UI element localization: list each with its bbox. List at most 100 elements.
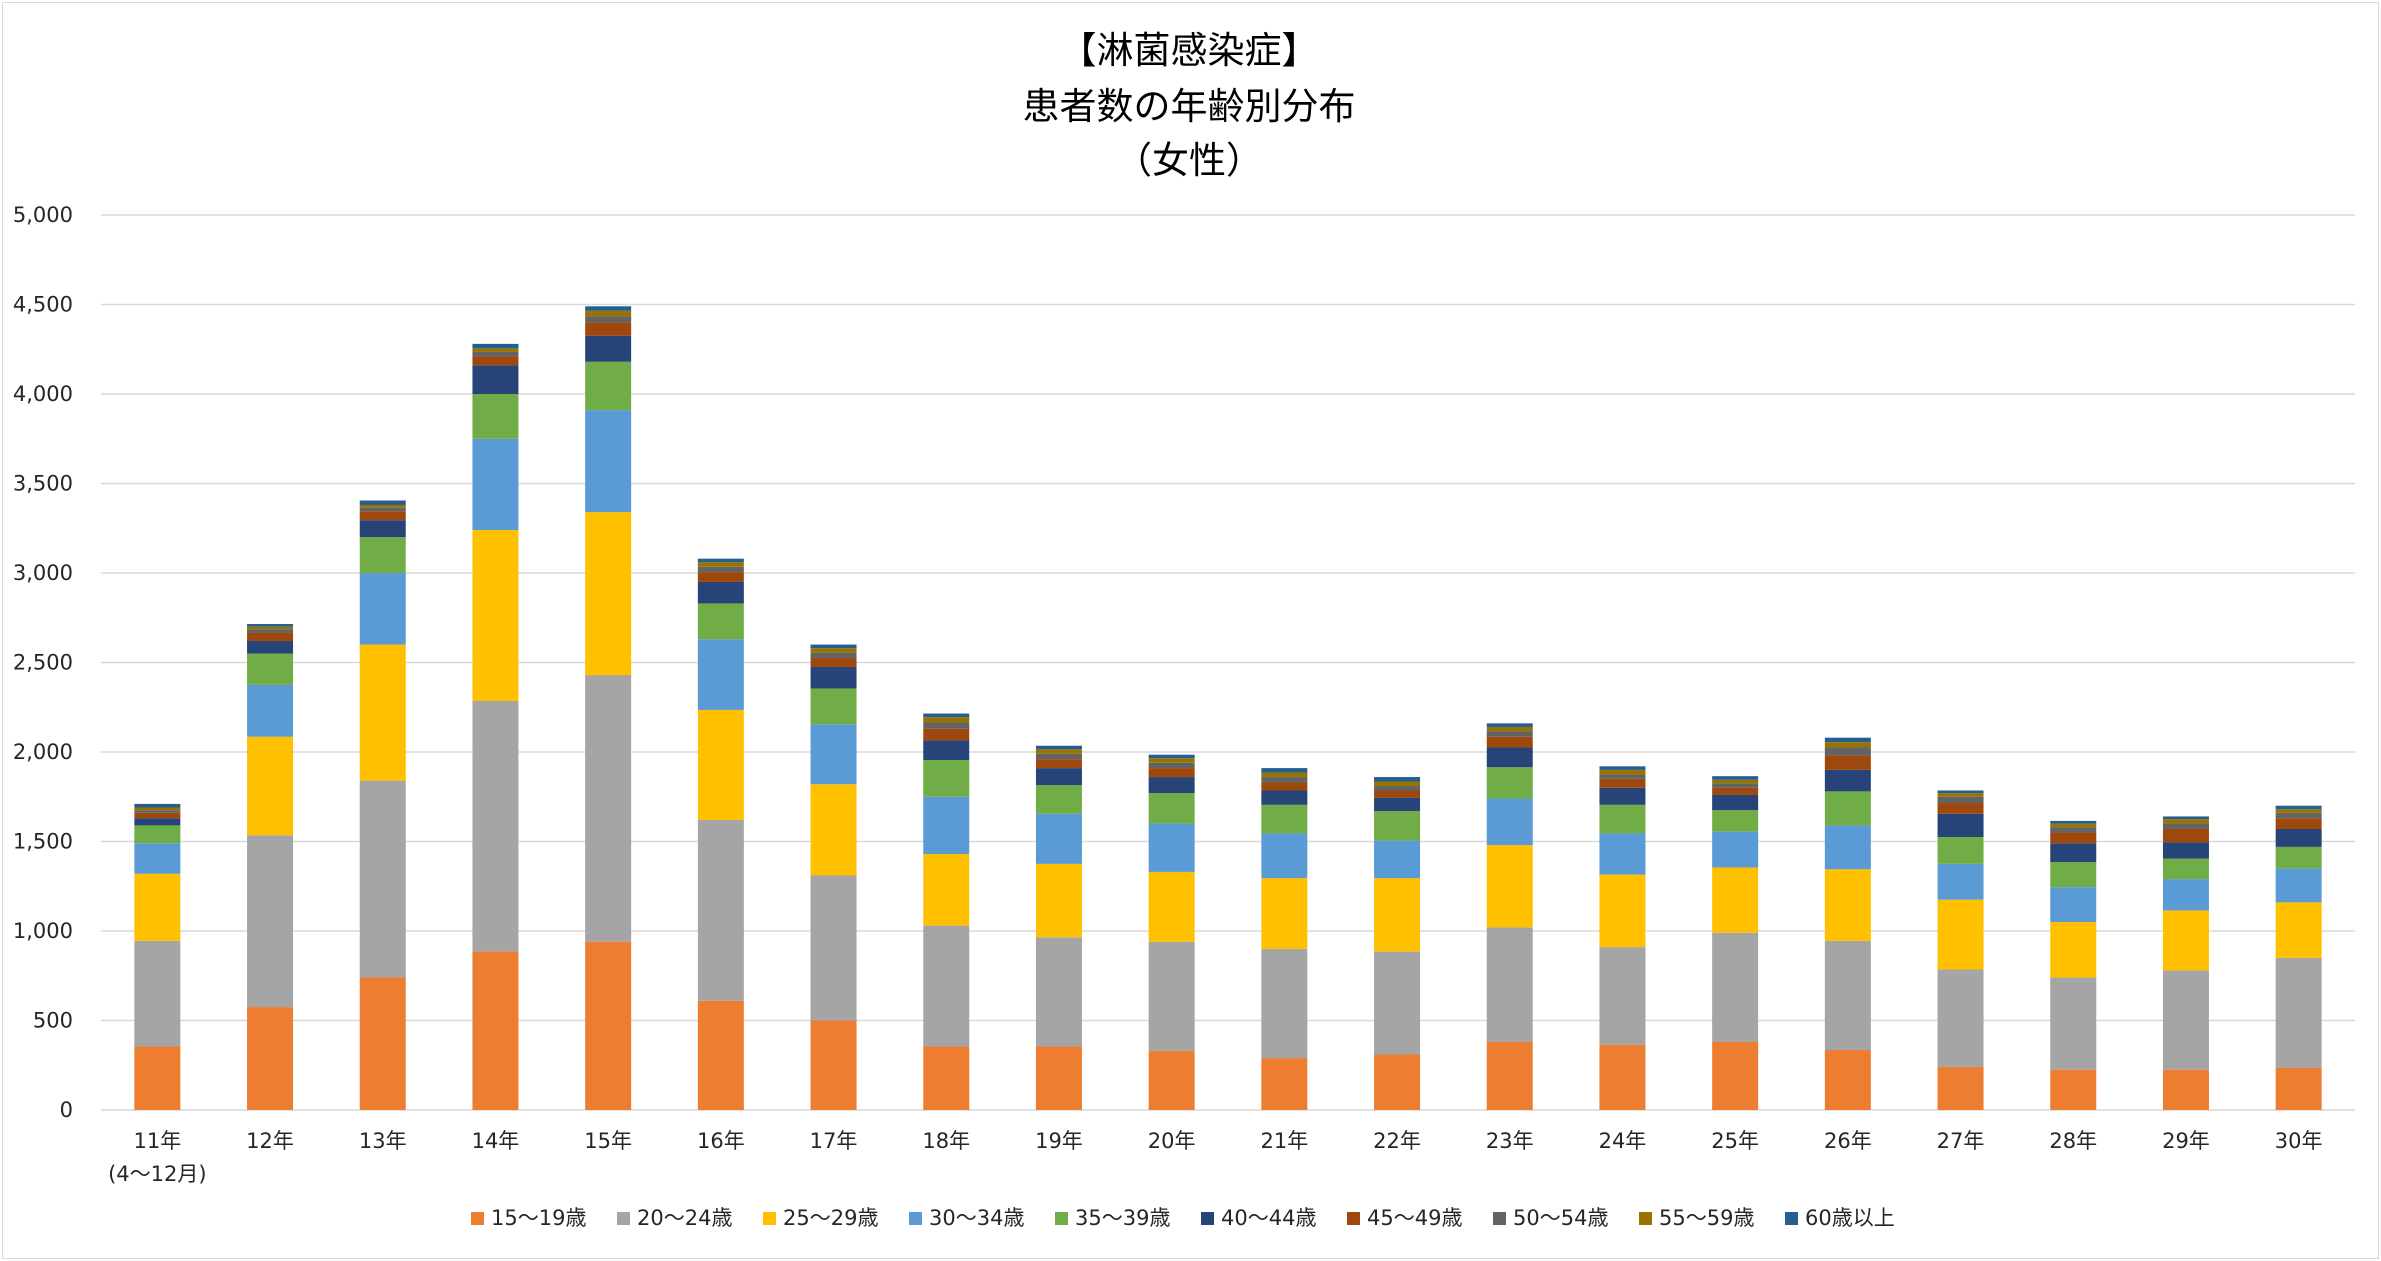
x-tick-label: 26年 bbox=[1824, 1129, 1872, 1153]
bar-segment bbox=[1035, 745, 1082, 750]
bar-segment bbox=[1712, 831, 1759, 868]
bar-segment bbox=[1712, 932, 1759, 1042]
bar-segment bbox=[247, 624, 294, 627]
bar-segment bbox=[247, 684, 294, 737]
bar-segment bbox=[359, 507, 406, 512]
bar-segment bbox=[359, 644, 406, 781]
bar-segment bbox=[1148, 793, 1195, 824]
bar-segment bbox=[2275, 1067, 2322, 1110]
bar-segment bbox=[2050, 1069, 2097, 1110]
bar-segment bbox=[697, 709, 744, 821]
x-tick-label: 30年 bbox=[2275, 1129, 2323, 1153]
bar-segment bbox=[1148, 758, 1195, 763]
bar-segment bbox=[1486, 723, 1533, 727]
bar-segment bbox=[923, 1046, 970, 1110]
bar-segment bbox=[923, 760, 970, 797]
bar-segment bbox=[1712, 1041, 1759, 1110]
bar-segment bbox=[1599, 1044, 1646, 1110]
y-tick-label: 4,500 bbox=[13, 293, 73, 317]
bar-segment bbox=[1937, 796, 1984, 804]
bar-segment bbox=[2050, 827, 2097, 833]
bar-segment bbox=[247, 626, 294, 630]
bar-segment bbox=[1599, 947, 1646, 1045]
bar-segment bbox=[2275, 818, 2322, 829]
bar-segment bbox=[1599, 804, 1646, 834]
bar-segment bbox=[1261, 777, 1308, 783]
bar-segment bbox=[1486, 731, 1533, 737]
bar-segment bbox=[359, 511, 406, 521]
legend-swatch bbox=[471, 1212, 484, 1225]
bar-segment bbox=[247, 632, 294, 642]
bar-segment bbox=[472, 700, 519, 952]
bar-segment bbox=[1712, 794, 1759, 811]
bar-segment bbox=[2162, 970, 2209, 1070]
y-tick-label: 3,500 bbox=[13, 472, 73, 496]
bar-segment bbox=[1374, 777, 1421, 782]
bar-segment bbox=[1261, 782, 1308, 791]
bar-segment bbox=[1035, 759, 1082, 769]
bar-segment bbox=[1486, 747, 1533, 768]
bar-segment bbox=[2275, 805, 2322, 810]
bar-segment bbox=[134, 940, 181, 1047]
bar-segment bbox=[1599, 766, 1646, 770]
x-tick-label: 19年 bbox=[1035, 1129, 1083, 1153]
bar-segment bbox=[2050, 977, 2097, 1070]
bar-segment bbox=[923, 740, 970, 761]
gridlines bbox=[101, 214, 2355, 1111]
bar-segment bbox=[2050, 832, 2097, 844]
bar-segment bbox=[134, 843, 181, 874]
bar-segment bbox=[1148, 777, 1195, 794]
bar-segment bbox=[1824, 742, 1871, 748]
bar-segment bbox=[810, 652, 857, 659]
bar-segment bbox=[2275, 809, 2322, 813]
bar-segment bbox=[1035, 785, 1082, 814]
legend-swatch bbox=[1055, 1212, 1068, 1225]
bar-segment bbox=[1374, 878, 1421, 952]
x-tick-label: 27年 bbox=[1937, 1129, 1985, 1153]
x-tick-label: 20年 bbox=[1148, 1129, 1196, 1153]
bar-segment bbox=[2050, 823, 2097, 828]
bar-segment bbox=[2162, 858, 2209, 880]
bar-segment bbox=[1374, 781, 1421, 787]
bar-segment bbox=[359, 537, 406, 573]
bar-segment bbox=[1148, 754, 1195, 759]
bar-segment bbox=[472, 530, 519, 701]
bar-segment bbox=[1374, 790, 1421, 798]
y-tick-label: 2,000 bbox=[13, 740, 73, 764]
bar-segment bbox=[2050, 820, 2097, 824]
bar-segment bbox=[2162, 842, 2209, 859]
bar-segment bbox=[1937, 969, 1984, 1068]
bar-segment bbox=[585, 361, 632, 411]
chart-title-line-2: 患者数の年齢別分布 bbox=[1023, 85, 1356, 128]
bar-segment bbox=[1035, 937, 1082, 1047]
bar-segment bbox=[1824, 755, 1871, 770]
bar-segment bbox=[2275, 812, 2322, 819]
bar-segment bbox=[134, 807, 181, 811]
bars bbox=[134, 306, 2322, 1110]
legend-label: 25～29歳 bbox=[783, 1206, 878, 1230]
bar-segment bbox=[247, 1007, 294, 1110]
bar-segment bbox=[1148, 941, 1195, 1051]
bar-segment bbox=[472, 351, 519, 357]
bar-segment bbox=[359, 573, 406, 645]
bar-segment bbox=[1035, 863, 1082, 938]
stacked-bar-chart: 【淋菌感染症】 患者数の年齢別分布 （女性） 0 500 1,000 1,500 2,0… bbox=[13, 29, 2355, 1230]
bar-segment bbox=[1599, 774, 1646, 779]
x-tick-label: 24年 bbox=[1599, 1129, 1647, 1153]
bar-segment bbox=[1148, 762, 1195, 769]
bar-segment bbox=[1374, 840, 1421, 879]
bar-segment bbox=[1374, 811, 1421, 841]
bar-segment bbox=[1937, 803, 1984, 814]
bar-segment bbox=[697, 639, 744, 710]
bar-segment bbox=[1937, 790, 1984, 794]
bar-segment bbox=[697, 820, 744, 1001]
bar-segment bbox=[1824, 769, 1871, 792]
bar-segment bbox=[923, 722, 970, 729]
bar-segment bbox=[134, 812, 181, 819]
bar-segment bbox=[1712, 776, 1759, 780]
bar-segment bbox=[2162, 823, 2209, 829]
y-tick-label: 2,500 bbox=[13, 651, 73, 675]
bar-segment bbox=[1712, 783, 1759, 788]
legend-swatch bbox=[909, 1212, 922, 1225]
bar-segment bbox=[1261, 790, 1308, 805]
